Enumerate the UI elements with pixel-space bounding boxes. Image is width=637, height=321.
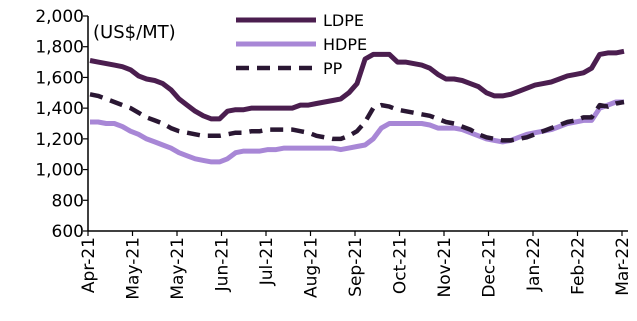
x-tick-label: Feb-22 xyxy=(569,237,589,295)
y-tick-label: 1,800 xyxy=(35,38,84,58)
legend: LDPE HDPE PP xyxy=(236,11,367,78)
series-line-ldpe xyxy=(89,48,625,122)
x-tick-label: Dec-21 xyxy=(480,237,500,298)
x-tick-label: Jun-21 xyxy=(213,237,233,292)
axes xyxy=(87,16,628,232)
x-tick-label: May-21 xyxy=(124,237,144,300)
x-tick-label: Sep-21 xyxy=(346,237,366,297)
legend-label-pp: PP xyxy=(323,59,343,78)
y-tick-label: 1,200 xyxy=(35,130,84,150)
y-tick-label: 1,400 xyxy=(35,99,84,119)
x-axis-ticks: Apr-21 May-21 May-21 Jun-21 Jul-21 Aug-21 Sep-… xyxy=(79,231,633,300)
x-tick-label: Nov-21 xyxy=(435,237,455,298)
y-tick-label: 800 xyxy=(52,191,84,211)
series-line-pp xyxy=(89,92,625,143)
x-tick-label: May-21 xyxy=(168,237,188,300)
x-tick-label: Jan-22 xyxy=(524,237,544,292)
y-tick-label: 600 xyxy=(52,222,84,242)
y-tick-label: 1,600 xyxy=(35,68,84,88)
y-axis-ticks: 600 800 1,000 1,200 1,400 1,600 1,800 2,000 xyxy=(35,7,88,242)
legend-label-hdpe: HDPE xyxy=(323,35,367,54)
unit-label: (US$/MT) xyxy=(93,22,176,43)
legend-label-ldpe: LDPE xyxy=(323,11,364,30)
y-tick-label: 1,000 xyxy=(35,161,84,181)
x-tick-label: Mar-22 xyxy=(613,237,633,296)
series-line-hdpe xyxy=(90,99,624,165)
series-layer xyxy=(89,48,625,165)
x-tick-label: Aug-21 xyxy=(302,237,322,298)
y-tick-label: 2,000 xyxy=(35,7,84,27)
x-tick-label: Apr-21 xyxy=(79,237,99,293)
x-tick-label: Oct-21 xyxy=(391,237,411,294)
x-tick-label: Jul-21 xyxy=(257,237,277,286)
